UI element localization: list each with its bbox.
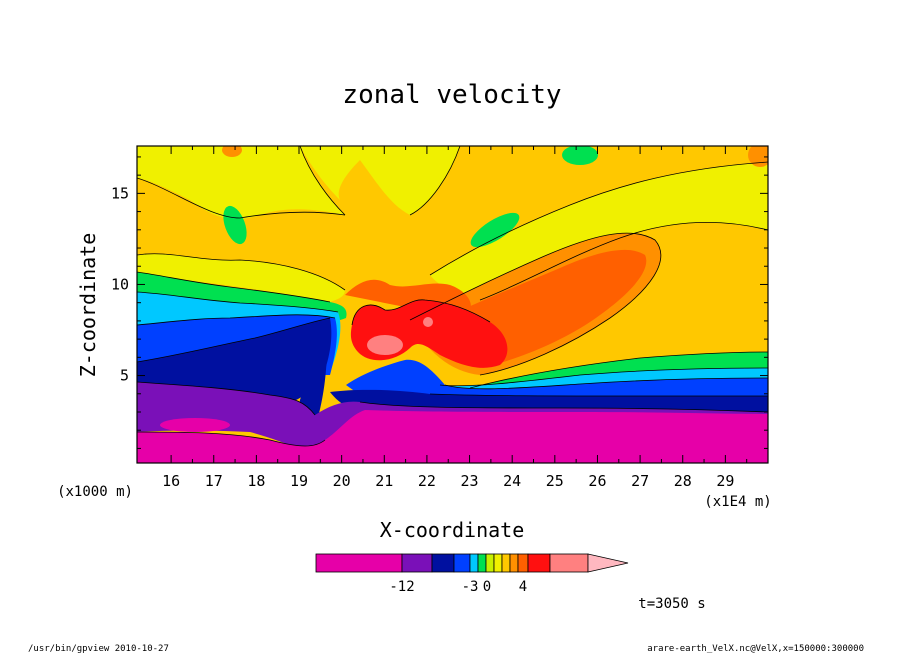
band-yellow-top-left: [137, 146, 345, 220]
y-tick-label: 5: [120, 367, 129, 385]
colorbar: [315, 553, 629, 573]
x-axis-label: X-coordinate: [380, 518, 525, 542]
plot-frame: [136, 145, 769, 464]
band-yellow-right: [430, 162, 768, 300]
colorbar-tick-labels: -12 -3 0 4: [389, 579, 527, 595]
x-tick-label: 24: [503, 472, 521, 490]
x-tick-label: 19: [290, 472, 308, 490]
blob-green-1: [223, 205, 247, 245]
x-axis: 16 17 18 19 20 21 22 23 24 25 26 27 28 29: [162, 146, 748, 490]
blob-green-3: [562, 146, 598, 165]
colorbar-segment: [501, 553, 511, 573]
colorbar-segment: [527, 553, 551, 573]
chart-title: zonal velocity: [342, 80, 561, 110]
blob-orange-top: [222, 146, 242, 157]
time-label: t=3050 s: [638, 596, 705, 612]
footer-left: /usr/bin/gpview 2010-10-27: [28, 644, 169, 654]
core-pink: [367, 335, 403, 355]
colorbar-segment: [431, 553, 455, 573]
x-tick-label: 26: [588, 472, 606, 490]
colorbar-segment: [469, 553, 479, 573]
band-yellow-left: [137, 253, 345, 302]
colorbar-tick-label: -12: [389, 579, 414, 595]
colorbar-arrow: [587, 553, 629, 573]
y-tick-label: 15: [111, 184, 129, 202]
colorbar-segment: [485, 553, 495, 573]
y-units-label: (x1000 m): [57, 484, 133, 500]
y-tick-label: 10: [111, 275, 129, 293]
y-axis: 5 10 15: [111, 156, 768, 449]
colorbar-segment: [517, 553, 529, 573]
colorbar-segment: [549, 553, 589, 573]
colorbar-segment: [453, 553, 471, 573]
band-blue-right: [346, 359, 768, 405]
x-tick-label: 21: [375, 472, 393, 490]
footer-right: arare-earth_VelX.nc@VelX,x=150000:300000: [647, 644, 864, 654]
x-tick-label: 25: [546, 472, 564, 490]
x-tick-label: 29: [716, 472, 734, 490]
x-tick-label: 16: [162, 472, 180, 490]
colorbar-segment: [493, 553, 503, 573]
x-units-label: (x1E4 m): [704, 494, 771, 510]
colorbar-segment: [401, 553, 433, 573]
x-tick-label: 23: [461, 472, 479, 490]
blob-magenta-left: [160, 418, 230, 432]
band-yellow-top-mid: [300, 146, 460, 215]
x-tick-label: 27: [631, 472, 649, 490]
colorbar-segment: [315, 553, 403, 573]
band-magenta: [137, 410, 768, 463]
x-tick-label: 28: [674, 472, 692, 490]
colorbar-tick-label: 0: [483, 579, 491, 595]
x-tick-label: 18: [247, 472, 265, 490]
x-tick-label: 22: [418, 472, 436, 490]
plot-area: [137, 146, 768, 463]
colorbar-tick-label: -3: [462, 579, 479, 595]
blob-green-2: [470, 212, 520, 248]
core-pink-small: [423, 317, 433, 327]
colorbar-tick-label: 4: [519, 579, 527, 595]
y-axis-label: Z-coordinate: [76, 233, 100, 378]
contour-lines: [137, 146, 768, 447]
x-tick-label: 20: [333, 472, 351, 490]
colorbar-segment: [509, 553, 519, 573]
colorbar-segment: [477, 553, 487, 573]
x-tick-label: 17: [205, 472, 223, 490]
blob-orange-corner: [748, 146, 768, 167]
